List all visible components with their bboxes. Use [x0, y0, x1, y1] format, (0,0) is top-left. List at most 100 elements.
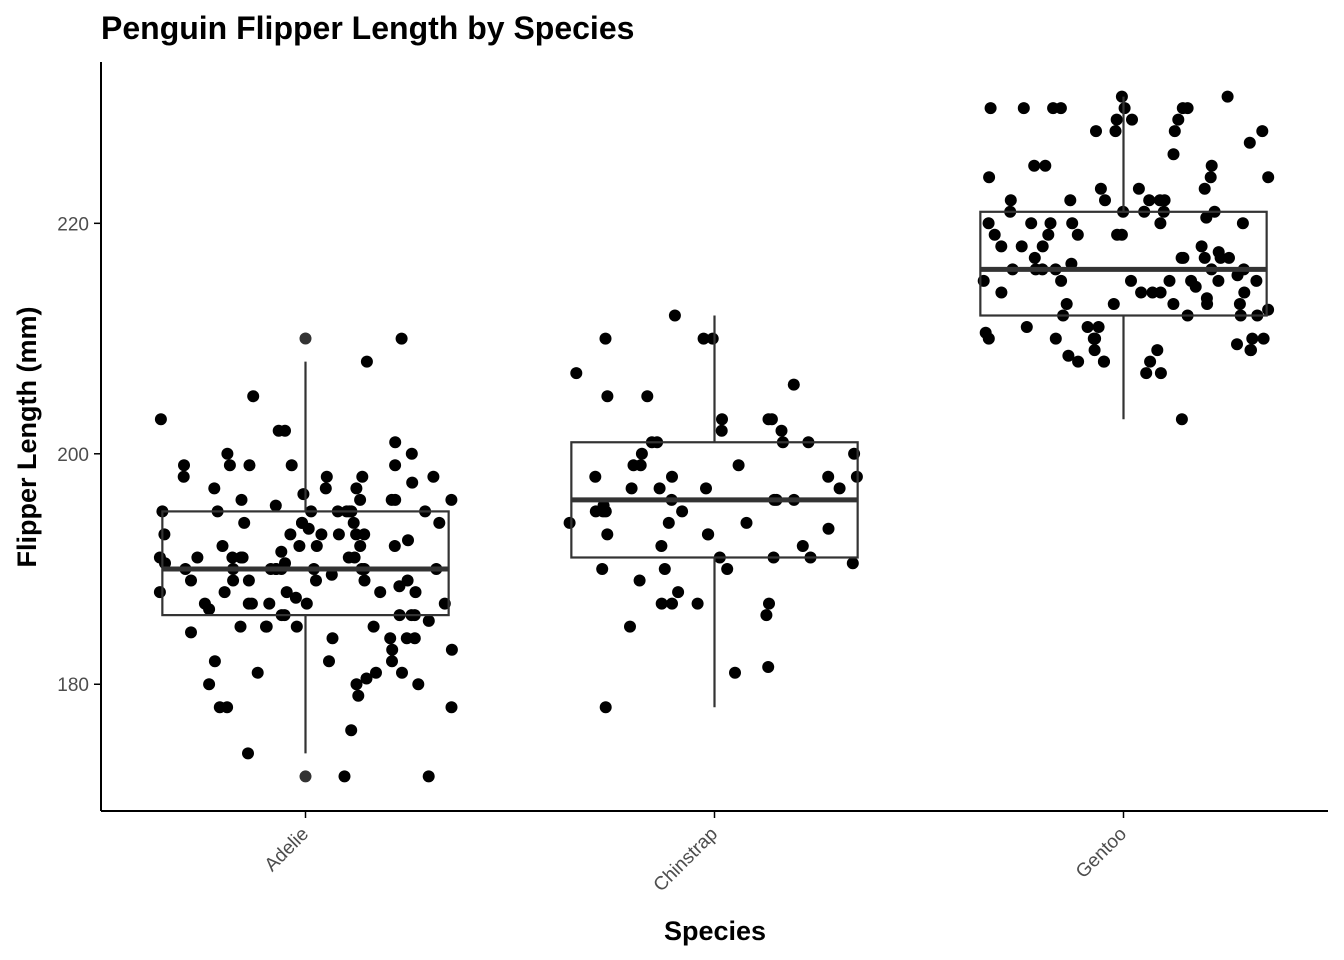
data-point	[655, 540, 668, 552]
data-point	[984, 102, 997, 115]
outlier-point	[299, 332, 312, 345]
x-ticks: Adelie Chinstrap Gentoo	[261, 811, 1131, 896]
data-point	[289, 591, 302, 604]
data-point	[599, 332, 612, 345]
data-point	[1025, 217, 1038, 230]
data-point	[445, 701, 458, 714]
data-point	[242, 597, 255, 610]
data-point	[350, 528, 363, 541]
data-point	[1115, 228, 1128, 241]
data-point	[386, 643, 399, 656]
data-point	[846, 557, 859, 570]
data-point	[601, 390, 614, 403]
data-point	[422, 614, 435, 627]
data-point	[1140, 367, 1153, 380]
data-point	[269, 499, 282, 512]
data-point	[1047, 102, 1060, 115]
data-point	[1205, 159, 1218, 172]
y-tick-label: 200	[57, 445, 89, 466]
data-point	[263, 597, 276, 610]
data-point	[1049, 332, 1062, 345]
data-point	[1097, 355, 1110, 368]
data-point	[400, 632, 413, 645]
data-point	[597, 499, 610, 512]
data-point	[983, 171, 996, 184]
data-point	[412, 678, 425, 691]
data-point	[342, 551, 355, 564]
data-point	[445, 643, 458, 656]
data-point	[1088, 344, 1101, 357]
data-point	[563, 516, 576, 529]
data-point	[345, 724, 358, 737]
data-point	[285, 459, 298, 472]
data-point	[1154, 217, 1167, 230]
data-point	[1262, 171, 1275, 184]
box-iqr	[161, 510, 450, 617]
data-point	[1092, 321, 1105, 333]
data-point	[396, 666, 408, 679]
data-point	[1087, 332, 1100, 345]
box-chinstrap	[570, 315, 859, 708]
data-point	[242, 747, 254, 760]
box-iqr	[979, 210, 1268, 317]
data-point	[235, 493, 248, 506]
data-point	[1233, 298, 1246, 310]
data-point	[635, 447, 648, 460]
data-point	[676, 505, 689, 518]
data-point	[1042, 228, 1055, 241]
data-point	[1223, 251, 1235, 264]
outlier-point	[299, 770, 312, 783]
data-point	[1154, 286, 1167, 299]
data-point	[988, 228, 1001, 241]
data-point	[796, 540, 809, 552]
data-point	[208, 482, 221, 495]
data-point	[762, 413, 775, 426]
data-point	[389, 459, 402, 472]
data-point	[223, 459, 236, 472]
data-point	[634, 459, 647, 472]
data-point	[1060, 298, 1073, 310]
data-point	[1109, 125, 1122, 138]
data-point	[1144, 355, 1157, 368]
data-point	[310, 540, 323, 552]
data-point	[995, 240, 1008, 253]
data-point	[352, 689, 365, 702]
data-point	[1099, 194, 1111, 207]
data-point	[1195, 240, 1208, 253]
data-point	[297, 488, 310, 501]
data-point	[350, 678, 363, 691]
data-point	[1177, 251, 1190, 264]
data-point	[1153, 194, 1166, 207]
data-point	[158, 528, 171, 541]
data-point	[153, 586, 166, 599]
data-point	[1065, 257, 1078, 270]
data-point	[1132, 182, 1145, 195]
data-point	[279, 424, 291, 437]
data-point	[315, 528, 328, 541]
data-point	[1028, 251, 1041, 264]
x-axis-title: Species	[664, 916, 766, 946]
data-point	[1151, 344, 1164, 357]
data-point	[280, 586, 293, 599]
data-point	[775, 424, 788, 437]
data-point	[1028, 159, 1041, 172]
data-point	[1062, 349, 1075, 362]
data-point	[422, 770, 435, 783]
data-point	[1250, 274, 1263, 287]
data-point	[354, 493, 367, 506]
data-point	[427, 470, 440, 483]
data-point	[1020, 321, 1033, 333]
data-point	[1066, 217, 1079, 230]
data-point	[666, 597, 678, 610]
data-point	[625, 482, 638, 495]
data-point	[300, 597, 313, 610]
data-point	[1064, 194, 1077, 207]
data-point	[1185, 274, 1198, 287]
data-point	[1231, 338, 1243, 351]
data-point	[1262, 303, 1275, 316]
data-point	[1107, 298, 1120, 310]
chart-title: Penguin Flipper Length by Species	[101, 10, 634, 46]
data-point	[1154, 367, 1167, 380]
data-point	[279, 557, 291, 570]
